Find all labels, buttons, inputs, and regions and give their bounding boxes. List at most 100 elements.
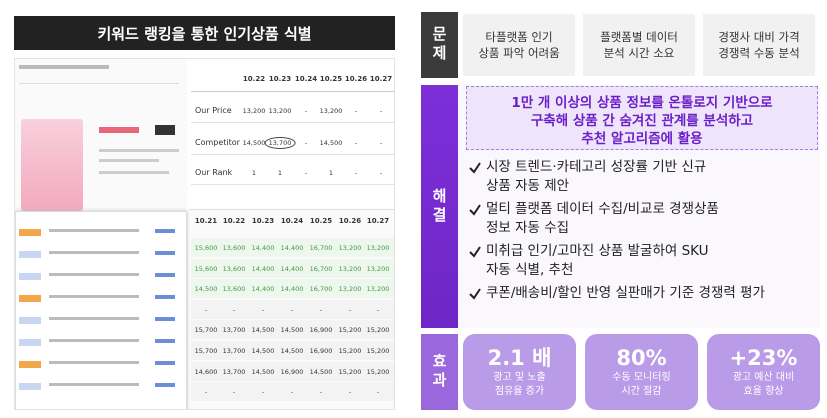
effect-box: +23% 광고 예산 대비 효율 향상 bbox=[707, 334, 820, 410]
row-band bbox=[191, 341, 394, 360]
cell-value: - bbox=[290, 305, 294, 314]
problem-box: 타플랫폼 인기 상품 파악 어려움 bbox=[463, 14, 575, 76]
cell-value: 14,400 bbox=[280, 285, 304, 294]
cell-value: 14,400 bbox=[251, 285, 275, 294]
cell-value: - bbox=[232, 305, 236, 314]
list-text bbox=[49, 229, 139, 232]
cell-value: 13,700 bbox=[264, 137, 296, 149]
effect-value: 80% bbox=[616, 346, 667, 370]
cell-value: 14,500 bbox=[194, 285, 218, 294]
highlight-text: 추천 알고리즘에 활용 bbox=[581, 131, 703, 147]
solution-point: 정보 자동 수집 bbox=[486, 220, 570, 236]
effect-text: 점유율 증가 bbox=[494, 386, 545, 397]
cell-value: 13,700 bbox=[222, 326, 246, 335]
cell-value: - bbox=[379, 139, 383, 147]
slide-title: 키워드 랭킹을 통한 인기상품 식별 bbox=[97, 24, 312, 43]
cell-value: 16,700 bbox=[309, 244, 333, 252]
column-header: 10.22 bbox=[242, 75, 266, 83]
cell-value: - bbox=[319, 305, 323, 314]
problem-label: 문제 bbox=[421, 12, 458, 78]
product-line bbox=[19, 65, 109, 69]
cell-value: 13,700 bbox=[222, 347, 246, 355]
cell-value: - bbox=[204, 305, 208, 314]
check-icon bbox=[469, 162, 481, 174]
check-mark bbox=[469, 162, 481, 174]
list-thumb bbox=[19, 295, 41, 302]
list-thumb bbox=[19, 383, 41, 390]
product-line bbox=[99, 159, 159, 162]
cell-value: 15,200 bbox=[338, 326, 362, 335]
cell-value: 14,500 bbox=[251, 367, 275, 376]
list-price bbox=[155, 273, 175, 277]
solution-point: 상품 자동 제안 bbox=[486, 178, 570, 194]
effect-text: 수동 모니터링 bbox=[612, 372, 671, 383]
solution-point: 미취급 인기/고마진 상품 발굴하여 SKU bbox=[486, 243, 709, 259]
check-mark bbox=[469, 246, 481, 258]
cell-value: 16,900 bbox=[309, 347, 333, 355]
cell-value: - bbox=[204, 388, 208, 397]
list-price bbox=[155, 339, 175, 343]
solution-point: 시장 트렌드·카테고리 성장률 기반 신규 bbox=[486, 159, 707, 175]
cell-value: 13,200 bbox=[338, 264, 362, 273]
row-band bbox=[191, 320, 394, 340]
cell-value: 13,200 bbox=[366, 244, 390, 252]
cell-value: 14,400 bbox=[251, 244, 275, 252]
cell-value: 13,200 bbox=[338, 244, 362, 252]
check-icon bbox=[469, 288, 481, 300]
row-band bbox=[191, 382, 394, 402]
product-image bbox=[21, 119, 83, 211]
cell-value: 15,700 bbox=[194, 347, 218, 355]
list-thumb bbox=[19, 339, 41, 346]
solution-point: 쿠폰/배송비/할인 반영 실판매가 기준 경쟁력 평가 bbox=[486, 285, 765, 301]
cell-value: 1 bbox=[251, 169, 257, 177]
cell-value: 13,200 bbox=[319, 107, 343, 115]
list-price bbox=[155, 251, 175, 255]
cell-value: - bbox=[304, 107, 308, 115]
cell-value: - bbox=[348, 305, 352, 314]
cell-value: 15,200 bbox=[338, 347, 362, 355]
cell-value: 15,200 bbox=[338, 367, 362, 376]
cell-value: - bbox=[304, 169, 308, 177]
effect-box: 2.1 배 광고 및 노출 점유율 증가 bbox=[463, 334, 576, 410]
cell-value: 14,500 bbox=[251, 326, 275, 335]
title-bar: 키워드 랭킹을 통한 인기상품 식별 bbox=[14, 16, 395, 50]
list-price bbox=[155, 383, 175, 387]
effect-text: 시간 절감 bbox=[621, 386, 662, 397]
cell-value: 13,600 bbox=[222, 264, 246, 273]
column-header: 10.24 bbox=[294, 75, 318, 83]
cell-value: 16,700 bbox=[309, 264, 333, 273]
cell-value: - bbox=[354, 107, 358, 115]
cell-value: 14,400 bbox=[280, 264, 304, 273]
list-text bbox=[49, 361, 139, 364]
product-line bbox=[19, 83, 179, 84]
row-band bbox=[191, 361, 394, 381]
list-text bbox=[49, 339, 139, 342]
list-thumb bbox=[19, 229, 41, 236]
column-header: 10.25 bbox=[319, 75, 343, 83]
check-mark bbox=[469, 204, 481, 216]
cell-value: - bbox=[379, 107, 383, 115]
column-header: 10.23 bbox=[251, 217, 275, 225]
list-thumb bbox=[19, 361, 41, 368]
list-text bbox=[49, 383, 139, 386]
column-header: 10.24 bbox=[280, 217, 304, 225]
list-thumb bbox=[19, 251, 41, 258]
product-price bbox=[99, 127, 139, 133]
cell-value: - bbox=[261, 305, 265, 314]
cell-value: - bbox=[379, 169, 383, 177]
cell-value: 13,200 bbox=[366, 264, 390, 273]
column-header: 10.21 bbox=[194, 217, 218, 225]
check-icon bbox=[469, 204, 481, 216]
product-button bbox=[155, 125, 175, 135]
list-thumb bbox=[19, 273, 41, 280]
column-header: 10.22 bbox=[222, 217, 246, 225]
cell-value: 14,400 bbox=[280, 244, 304, 252]
section-label: 효과 bbox=[430, 353, 448, 391]
cell-value: 1 bbox=[328, 169, 334, 177]
check-mark bbox=[469, 288, 481, 300]
cell-value: 14,500 bbox=[319, 139, 343, 147]
problem-text: 플랫폼별 데이터 bbox=[600, 30, 678, 44]
effect-text: 효율 향상 bbox=[743, 386, 784, 397]
